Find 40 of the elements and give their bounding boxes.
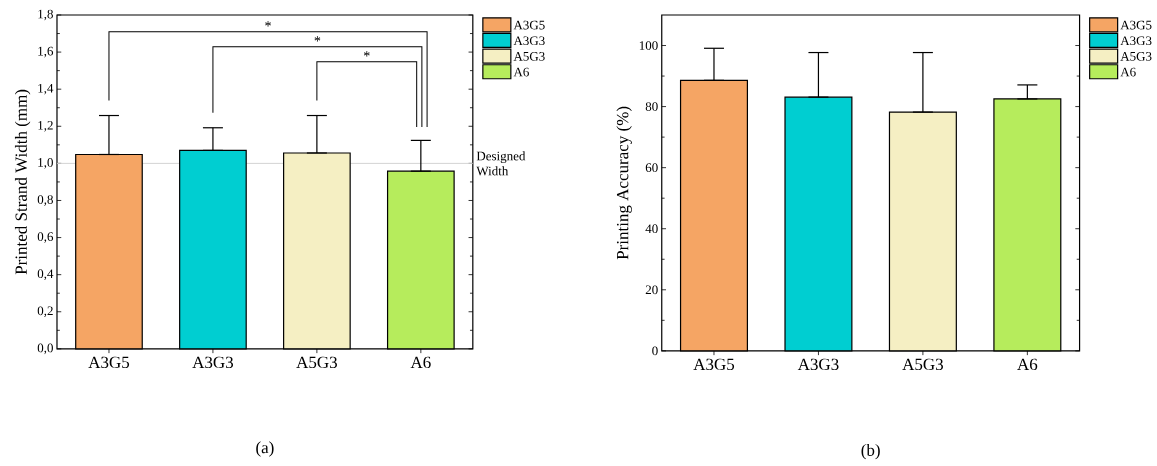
x-tick-label: A3G3: [797, 358, 839, 371]
x-tick-label: A6: [1017, 358, 1038, 371]
x-tick-label: A6: [410, 356, 431, 369]
legend-label: A3G5: [513, 20, 545, 30]
y-tick-label: 100: [639, 41, 658, 50]
y-tick-label: 60: [645, 163, 658, 173]
y-tick-label: 20: [645, 285, 658, 295]
annotation: *: [265, 21, 271, 27]
y-tick-label: 0,4: [37, 269, 54, 281]
legend-label: A3G5: [1120, 20, 1152, 30]
legend-label: A3G3: [513, 36, 545, 46]
y-tick-label: 1,8: [38, 9, 53, 21]
annotation: *: [314, 36, 321, 42]
y-tick-label: 0,6: [37, 232, 54, 243]
legend-label: A6: [513, 67, 529, 77]
x-tick-label: A3G5: [693, 358, 735, 371]
y-tick-label: 1,2: [38, 121, 53, 132]
x-tick-label: A5G3: [296, 356, 337, 369]
ref-line-label: Designed Width: [476, 151, 526, 176]
text: (b): [861, 444, 880, 460]
y-axis-title: Printed Strand Width (mm): [14, 89, 31, 275]
legend-label: A5G3: [513, 52, 545, 61]
y-axis-title: Printing Accuracy (%): [616, 106, 632, 260]
x-tick-label: A3G3: [192, 356, 234, 369]
annotation: *: [363, 51, 370, 57]
y-tick-label: 1,6: [38, 46, 54, 58]
y-tick-label: 1,0: [38, 158, 53, 169]
legend-label: A6: [1120, 67, 1136, 77]
text: (a): [256, 441, 274, 457]
y-tick-label: 0: [652, 346, 658, 356]
legend-label: A3G3: [1120, 36, 1152, 46]
x-tick-label: A5G3: [902, 358, 943, 371]
y-tick-label: 0,8: [37, 195, 53, 206]
y-tick-label: 1,4: [38, 83, 54, 95]
x-tick-label: A3G5: [88, 356, 130, 369]
y-tick-label: 80: [645, 102, 658, 112]
y-tick-label: 0,2: [37, 306, 53, 318]
y-tick-label: 40: [645, 224, 658, 234]
legend-label: A5G3: [1120, 52, 1152, 61]
y-tick-label: 0,0: [37, 343, 53, 355]
